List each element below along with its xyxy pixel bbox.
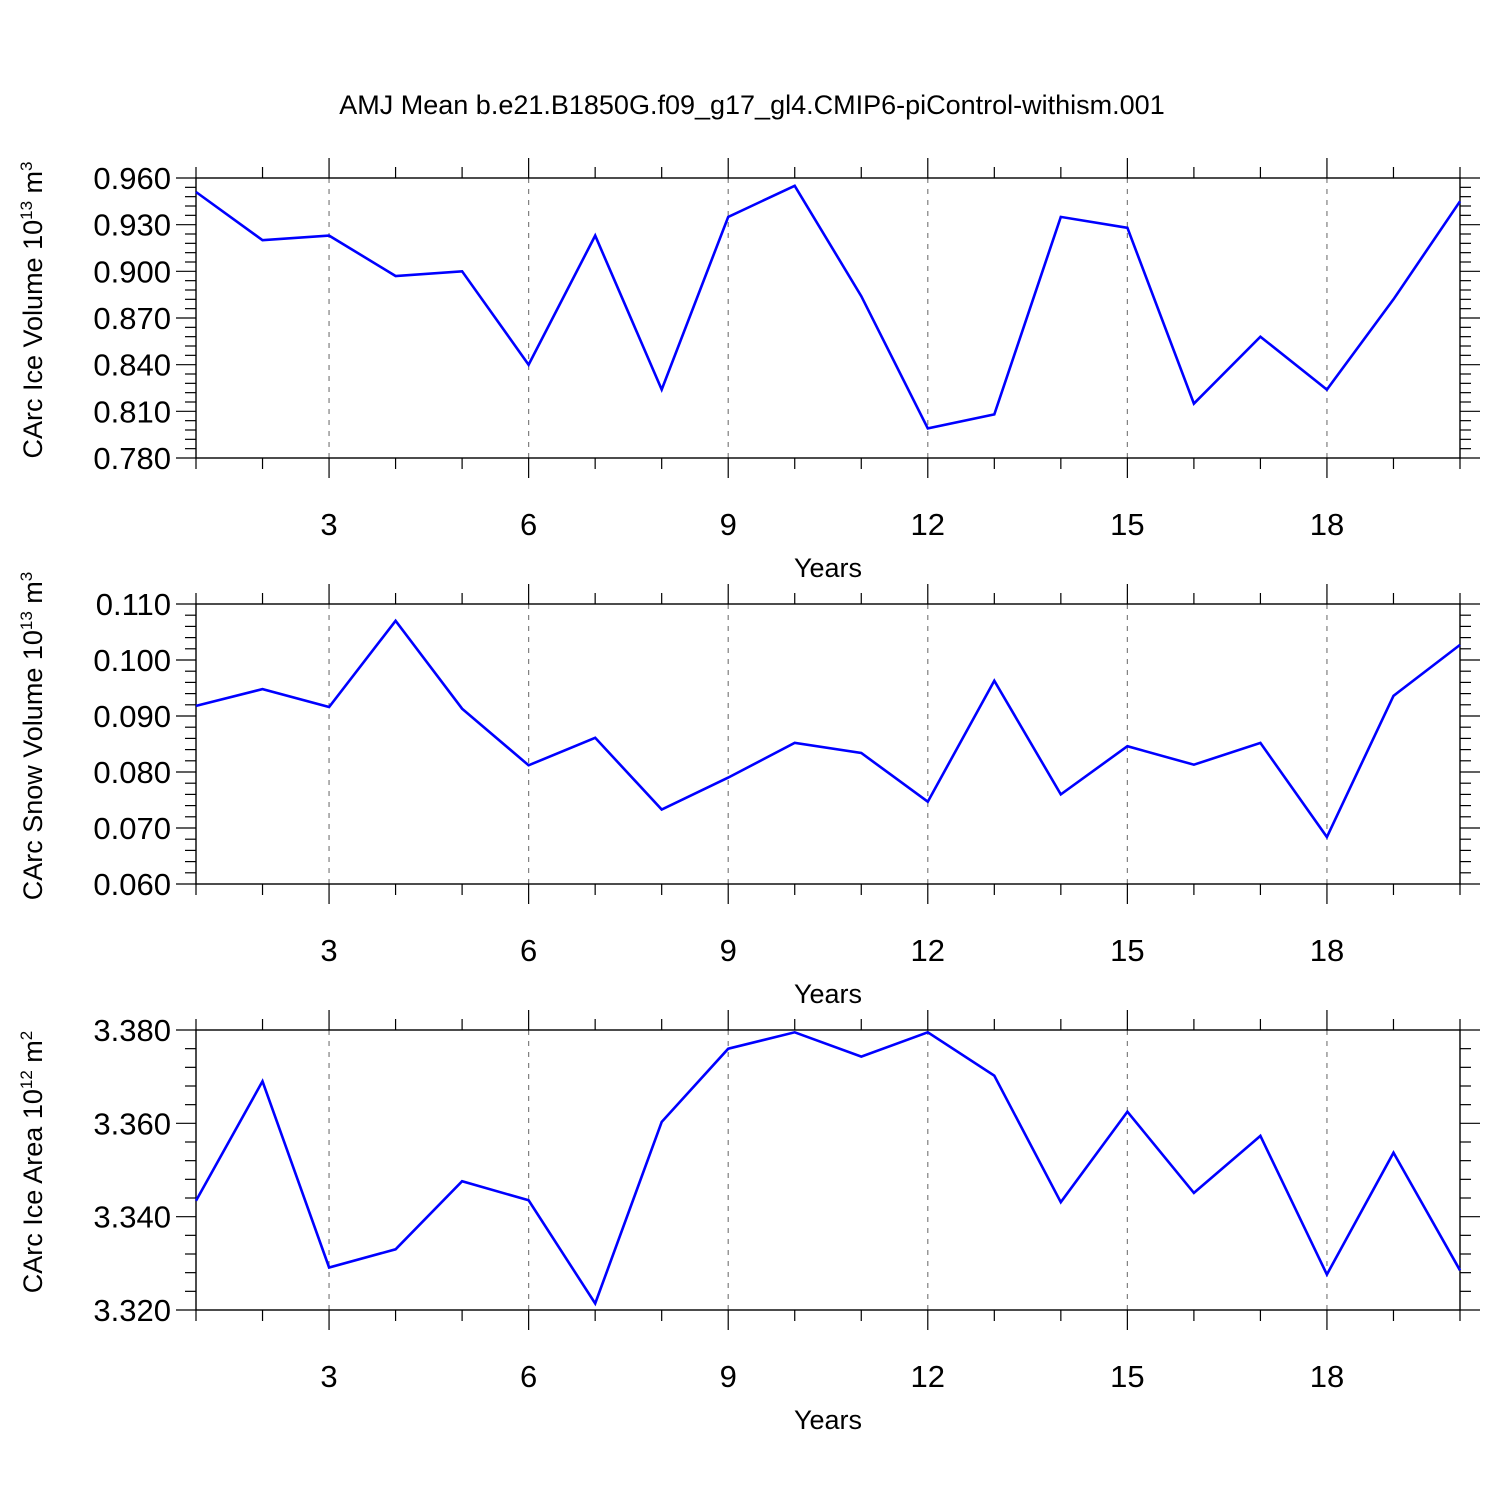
x-tick-label: 12: [911, 933, 945, 968]
plot-frame: [195, 1029, 1461, 1311]
y-axis-label-text: CArc Ice Volume 10: [18, 220, 48, 459]
y-axis-label-text: CArc Ice Area 10: [18, 1089, 48, 1293]
x-tick-label: 6: [520, 1359, 537, 1394]
y-axis-label-unit: m: [18, 581, 48, 611]
y-axis-label: CArc Ice Area 1012 m2: [17, 1031, 48, 1294]
y-axis-label-unit: m: [18, 171, 48, 201]
y-tick-label: 0.780: [93, 441, 171, 476]
y-axis-label-unit-exponent: 2: [17, 1031, 36, 1040]
y-tick-label: 0.810: [93, 394, 171, 429]
y-tick-label: 3.340: [93, 1200, 171, 1235]
x-tick-label: 3: [320, 933, 337, 968]
y-tick-label: 0.870: [93, 301, 171, 336]
plot-frame: [195, 603, 1461, 885]
y-axis-label-unit: m: [18, 1040, 48, 1070]
x-tick-label: 15: [1110, 507, 1144, 542]
x-axis-label: Years: [794, 979, 862, 1009]
x-tick-label: 6: [520, 507, 537, 542]
x-tick-label: 18: [1310, 933, 1344, 968]
x-tick-label: 15: [1110, 933, 1144, 968]
chart-title: AMJ Mean b.e21.B1850G.f09_g17_gl4.CMIP6-…: [339, 90, 1164, 120]
y-tick-label: 0.100: [93, 643, 171, 678]
chart-panel-2: 3 6 9 12 15 18 0.060 0.070 0.080 0.090 0.100 0.110 Y…: [17, 572, 1480, 1009]
chart-panel-1: 3 6 9 12 15 18 0.780 0.810 0.840 0.870 0.900 0.930 0…: [17, 158, 1480, 583]
y-axis-label: CArc Snow Volume 1013 m3: [17, 572, 48, 901]
series-line: [195, 184, 1462, 430]
y-axis-label-unit-exponent: 3: [17, 572, 36, 581]
x-axis-label: Years: [794, 553, 862, 583]
y-axis-label-unit-exponent: 3: [17, 161, 36, 170]
x-tick-label: 15: [1110, 1359, 1144, 1394]
y-tick-label: 0.930: [93, 208, 171, 243]
y-tick-label: 3.360: [93, 1106, 171, 1141]
y-tick-label: 0.070: [93, 811, 171, 846]
y-tick-label: 0.960: [93, 161, 171, 196]
x-tick-label: 18: [1310, 1359, 1344, 1394]
x-tick-label: 9: [720, 1359, 737, 1394]
y-tick-label: 0.110: [96, 587, 171, 622]
y-tick-label: 3.380: [93, 1013, 171, 1048]
series-line: [195, 618, 1461, 840]
y-axis-label: CArc Ice Volume 1013 m3: [17, 161, 48, 458]
y-axis-label-exponent: 13: [17, 201, 36, 220]
y-tick-label: 0.840: [93, 348, 171, 383]
x-tick-label: 12: [911, 507, 945, 542]
y-tick-label: 0.060: [93, 867, 171, 902]
y-tick-label: 0.090: [93, 699, 171, 734]
y-axis-label-exponent: 12: [17, 1070, 36, 1089]
x-tick-label: 3: [320, 1359, 337, 1394]
series-line: [194, 1030, 1462, 1307]
chart-panel-3: 3 6 9 12 15 18 3.320 3.340 3.360 3.380 Years CArc I…: [17, 1010, 1480, 1435]
x-tick-label: 9: [720, 933, 737, 968]
y-axis-label-text: CArc Snow Volume 10: [18, 630, 48, 900]
x-tick-label: 18: [1310, 507, 1344, 542]
y-tick-label: 0.080: [93, 755, 171, 790]
x-axis-label: Years: [794, 1405, 862, 1435]
x-tick-label: 9: [720, 507, 737, 542]
y-tick-label: 0.900: [93, 254, 171, 289]
x-tick-label: 6: [520, 933, 537, 968]
plot-frame: [195, 177, 1461, 459]
x-tick-label: 3: [320, 507, 337, 542]
y-axis-label-exponent: 13: [17, 611, 36, 630]
x-tick-label: 12: [911, 1359, 945, 1394]
y-tick-label: 3.320: [93, 1293, 171, 1328]
